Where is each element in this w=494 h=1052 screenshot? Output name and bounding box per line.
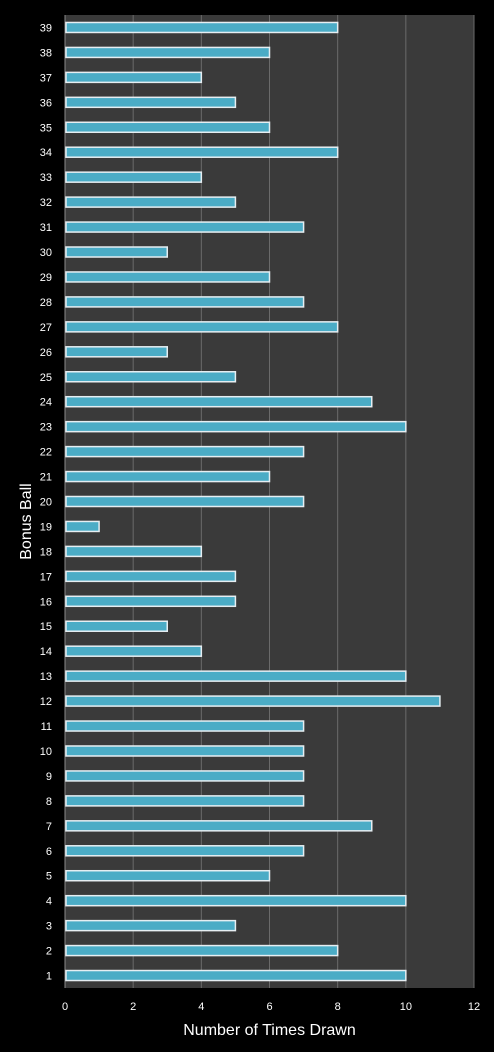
bar-35 bbox=[65, 121, 271, 134]
y-axis-title: Bonus Ball bbox=[18, 483, 35, 560]
y-tick-label: 13 bbox=[40, 671, 52, 683]
bar-1 bbox=[65, 969, 407, 982]
x-tick-labels: 0 2 4 6 8 10 12 bbox=[62, 1001, 480, 1013]
x-tick-label: 12 bbox=[468, 1001, 480, 1013]
y-tick-label: 22 bbox=[40, 447, 52, 459]
bar-33 bbox=[65, 171, 203, 183]
bar-11 bbox=[65, 720, 305, 732]
y-tick-label: 8 bbox=[46, 796, 52, 808]
bar-36 bbox=[65, 96, 237, 109]
bar-4 bbox=[65, 894, 407, 907]
y-tick-label: 27 bbox=[40, 322, 52, 334]
y-tick-label: 12 bbox=[40, 696, 52, 708]
y-tick-label: 35 bbox=[40, 122, 52, 134]
x-tick-label: 10 bbox=[400, 1001, 412, 1013]
bar-7 bbox=[65, 820, 373, 832]
bar-9 bbox=[65, 770, 305, 782]
bar-39 bbox=[65, 21, 339, 34]
y-tick-label: 4 bbox=[46, 896, 52, 908]
bar-34 bbox=[65, 146, 339, 158]
y-tick-label: 28 bbox=[40, 297, 52, 309]
bar-14 bbox=[65, 645, 203, 657]
bar-13 bbox=[65, 670, 407, 682]
bar-8 bbox=[65, 795, 305, 807]
x-tick-label: 2 bbox=[130, 1001, 136, 1013]
y-tick-label: 3 bbox=[46, 921, 52, 933]
y-tick-label: 21 bbox=[40, 472, 52, 484]
y-tick-label: 9 bbox=[46, 771, 52, 783]
y-tick-label: 15 bbox=[40, 621, 52, 633]
bar-10 bbox=[65, 745, 305, 757]
bar-12 bbox=[65, 695, 441, 707]
y-tick-label: 6 bbox=[46, 846, 52, 858]
bar-26 bbox=[65, 346, 168, 358]
bar-21 bbox=[65, 470, 271, 483]
x-tick-label: 6 bbox=[266, 1001, 272, 1013]
bar-19 bbox=[65, 520, 100, 533]
y-tick-label: 30 bbox=[40, 247, 52, 259]
y-tick-label: 33 bbox=[40, 172, 52, 184]
y-tick-label: 37 bbox=[40, 72, 52, 84]
x-tick-label: 4 bbox=[198, 1001, 204, 1013]
y-tick-label: 26 bbox=[40, 347, 52, 359]
bar-6 bbox=[65, 845, 305, 857]
y-tick-label: 2 bbox=[46, 946, 52, 958]
y-tick-label: 20 bbox=[40, 497, 52, 509]
y-tick-label: 1 bbox=[46, 971, 52, 983]
bar-30 bbox=[65, 246, 168, 258]
bars bbox=[65, 21, 441, 982]
bar-22 bbox=[65, 445, 305, 458]
y-tick-label: 31 bbox=[40, 222, 52, 234]
bar-32 bbox=[65, 196, 237, 208]
y-tick-label: 7 bbox=[46, 821, 52, 833]
bar-16 bbox=[65, 595, 237, 608]
bar-2 bbox=[65, 944, 339, 957]
bar-23 bbox=[65, 420, 407, 433]
y-tick-label: 36 bbox=[40, 97, 52, 109]
y-tick-label: 39 bbox=[40, 22, 52, 34]
y-tick-label: 14 bbox=[40, 646, 52, 658]
bar-37 bbox=[65, 71, 203, 84]
bar-25 bbox=[65, 371, 237, 383]
y-tick-label: 11 bbox=[41, 721, 52, 733]
bar-17 bbox=[65, 570, 237, 583]
bar-38 bbox=[65, 46, 271, 59]
x-axis-title: Number of Times Drawn bbox=[183, 1022, 356, 1039]
y-tick-label: 24 bbox=[40, 397, 52, 409]
x-tick-label: 0 bbox=[62, 1001, 68, 1013]
x-tick-label: 8 bbox=[335, 1001, 341, 1013]
bar-18 bbox=[65, 545, 203, 558]
y-tick-label: 5 bbox=[46, 871, 52, 883]
y-tick-label: 19 bbox=[40, 521, 52, 533]
y-tick-label: 38 bbox=[40, 47, 52, 59]
y-tick-label: 32 bbox=[40, 197, 52, 209]
bar-3 bbox=[65, 919, 237, 932]
y-tick-label: 25 bbox=[40, 372, 52, 384]
bar-15 bbox=[65, 620, 168, 632]
y-tick-label: 29 bbox=[40, 272, 52, 284]
y-tick-label: 10 bbox=[40, 746, 52, 758]
bar-27 bbox=[65, 321, 339, 333]
y-tick-label: 23 bbox=[40, 422, 52, 434]
y-tick-label: 18 bbox=[40, 546, 52, 558]
bar-24 bbox=[65, 395, 373, 408]
y-tick-labels: 1234567891011121314151617181920212223242… bbox=[40, 22, 52, 982]
y-tick-label: 17 bbox=[40, 571, 52, 583]
y-tick-label: 34 bbox=[40, 147, 52, 159]
bar-5 bbox=[65, 869, 271, 882]
bar-29 bbox=[65, 271, 271, 283]
y-tick-label: 16 bbox=[40, 596, 52, 608]
bar-31 bbox=[65, 221, 305, 233]
bar-28 bbox=[65, 296, 305, 308]
bar-20 bbox=[65, 495, 305, 508]
